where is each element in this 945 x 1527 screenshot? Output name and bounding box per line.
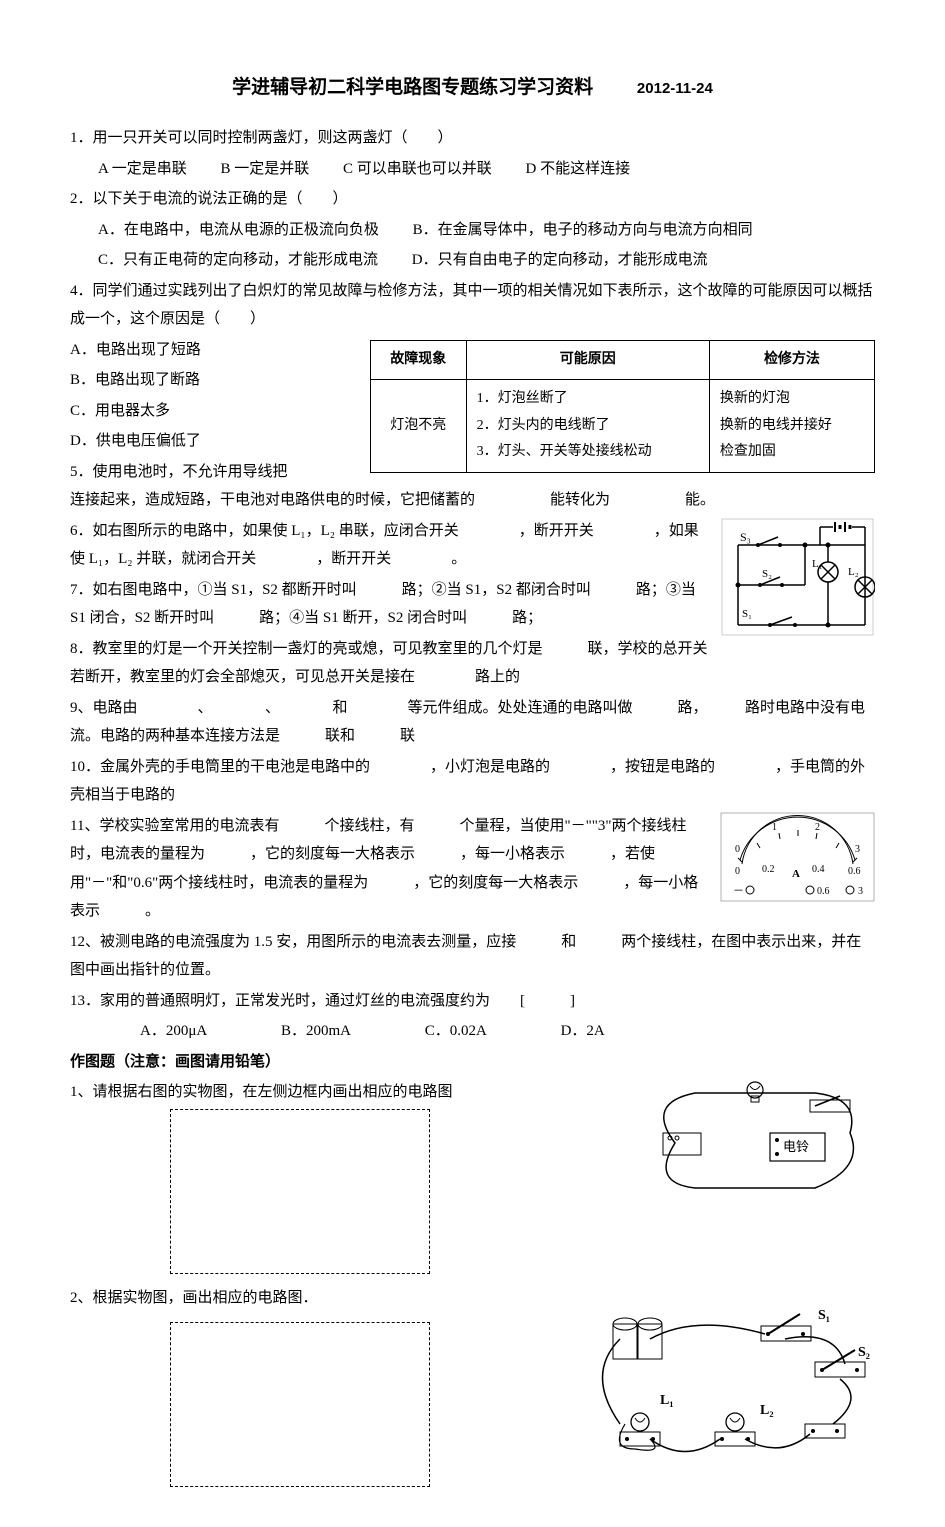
q13-stem: 13．家用的普通照明灯，正常发光时，通过灯丝的电流强度约为 [ ] — [70, 987, 875, 1016]
label-s3: S₃ — [740, 530, 751, 544]
answer-box-2 — [170, 1322, 430, 1487]
q2-a: A．在电路中，电流从电源的正极流向负极 — [98, 222, 379, 238]
svg-text:－: － — [733, 885, 744, 897]
td-fixes: 换新的灯泡 换新的电线并接好 检查加固 — [709, 380, 874, 473]
fault-table: 故障现象 可能原因 检修方法 灯泡不亮 1．灯泡丝断了 2．灯头内的电线断了 3… — [370, 340, 875, 473]
q13-c: C．0.02A — [425, 1017, 487, 1046]
svg-text:0.2: 0.2 — [762, 864, 775, 875]
svg-text:0.6: 0.6 — [848, 866, 861, 877]
svg-text:0: 0 — [735, 866, 740, 877]
svg-text:0.6: 0.6 — [817, 886, 830, 897]
svg-text:3: 3 — [858, 886, 863, 897]
q2-stem: 2．以下关于电流的说法正确的是（ ） — [70, 185, 875, 214]
fix-1: 换新的灯泡 — [720, 386, 864, 413]
physical-circuit-1-icon: 电铃 — [635, 1078, 875, 1208]
q2-row1: A．在电路中，电流从电源的正极流向负极 B．在金属导体中，电子的移动方向与电流方… — [70, 216, 875, 245]
label-l1: L₁ — [812, 558, 823, 570]
q9: 9、电路由 、 、 和 等元件组成。处处连通的电路叫做 路， 路时电路中没有电流… — [70, 694, 875, 751]
svg-text:S₂: S₂ — [858, 1345, 870, 1360]
q10: 10．金属外壳的手电筒里的干电池是电路中的 ，小灯泡是电路的 ，按钮是电路的 ，… — [70, 753, 875, 810]
label-l2: L₂ — [848, 566, 859, 578]
q13-options: A．200μA B．200mA C．0.02A D．2A — [70, 1017, 875, 1046]
q1-options: A 一定是串联 B 一定是并联 C 可以串联也可以并联 D 不能这样连接 — [70, 155, 875, 184]
svg-text:3: 3 — [855, 844, 860, 855]
draw-header: 作图题（注意：画图请用铅笔） — [70, 1048, 875, 1077]
label-s1: S₁ — [742, 608, 752, 620]
q13-a: A．200μA — [140, 1017, 207, 1046]
cause-2: 2．灯头内的电线断了 — [477, 413, 699, 440]
fix-2: 换新的电线并接好 — [720, 413, 864, 440]
cause-1: 1．灯泡丝断了 — [477, 386, 699, 413]
q13-d: D．2A — [561, 1017, 605, 1046]
physical-circuit-2-icon: S₁ S₂ L₁ L₂ — [565, 1284, 875, 1479]
q2-row2: C．只有正电荷的定向移动，才能形成电流 D．只有自由电子的定向移动，才能形成电流 — [70, 246, 875, 275]
page-date: 2012-11-24 — [637, 75, 713, 104]
q1-a: A 一定是串联 — [98, 155, 187, 184]
svg-text:L₁: L₁ — [660, 1393, 674, 1408]
q2-d: D．只有自由电子的定向移动，才能形成电流 — [412, 252, 708, 268]
q8: 8．教室里的灯是一个开关控制一盏灯的亮或熄，可见教室里的几个灯是 联，学校的总开… — [70, 635, 875, 692]
q13-b: B．200mA — [281, 1017, 351, 1046]
circuit-diagram-icon: S₃ L₁ L₂ S₁ S₂ — [720, 517, 875, 637]
q1-c: C 可以串联也可以并联 — [343, 155, 492, 184]
th-phenomenon: 故障现象 — [371, 340, 467, 380]
td-phenomenon: 灯泡不亮 — [371, 380, 467, 473]
q1-stem: 1．用一只开关可以同时控制两盏灯，则这两盏灯（ ） — [70, 124, 875, 153]
ammeter-diagram-icon: 0 1 2 3 0 0.2 A 0.4 0.6 － 0.6 3 — [720, 812, 875, 902]
q4-stem: 4．同学们通过实践列出了白炽灯的常见故障与检修方法，其中一项的相关情况如下表所示… — [70, 277, 875, 334]
svg-text:A: A — [792, 868, 800, 880]
q1-b: B 一定是并联 — [221, 155, 310, 184]
bell-label: 电铃 — [783, 1139, 809, 1154]
svg-text:S₁: S₁ — [818, 1308, 830, 1323]
label-s2: S₂ — [762, 568, 772, 580]
cause-3: 3．灯头、开关等处接线松动 — [477, 439, 699, 466]
svg-text:1: 1 — [772, 822, 777, 833]
svg-text:2: 2 — [815, 822, 820, 833]
svg-text:0.4: 0.4 — [812, 864, 825, 875]
q12: 12、被测电路的电流强度为 1.5 安，用图所示的电流表去测量，应接 和 两个接… — [70, 928, 875, 985]
q2-b: B．在金属导体中，电子的移动方向与电流方向相同 — [413, 222, 753, 238]
answer-box-1 — [170, 1109, 430, 1274]
q2-c: C．只有正电荷的定向移动，才能形成电流 — [98, 252, 378, 268]
q1-d: D 不能这样连接 — [526, 155, 631, 184]
th-cause: 可能原因 — [466, 340, 709, 380]
td-causes: 1．灯泡丝断了 2．灯头内的电线断了 3．灯头、开关等处接线松动 — [466, 380, 709, 473]
svg-text:0: 0 — [735, 844, 740, 855]
fix-3: 检查加固 — [720, 439, 864, 466]
svg-text:L₂: L₂ — [760, 1403, 774, 1418]
page-title: 学进辅导初二科学电路图专题练习学习资料 — [232, 70, 593, 106]
th-fix: 检修方法 — [709, 340, 874, 380]
